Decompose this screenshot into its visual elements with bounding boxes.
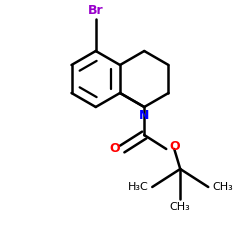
Text: CH₃: CH₃ <box>170 202 190 212</box>
Text: O: O <box>109 142 120 156</box>
Text: H₃C: H₃C <box>128 182 148 192</box>
Text: CH₃: CH₃ <box>212 182 233 192</box>
Text: N: N <box>139 109 149 122</box>
Text: Br: Br <box>88 4 104 17</box>
Text: O: O <box>169 140 179 153</box>
